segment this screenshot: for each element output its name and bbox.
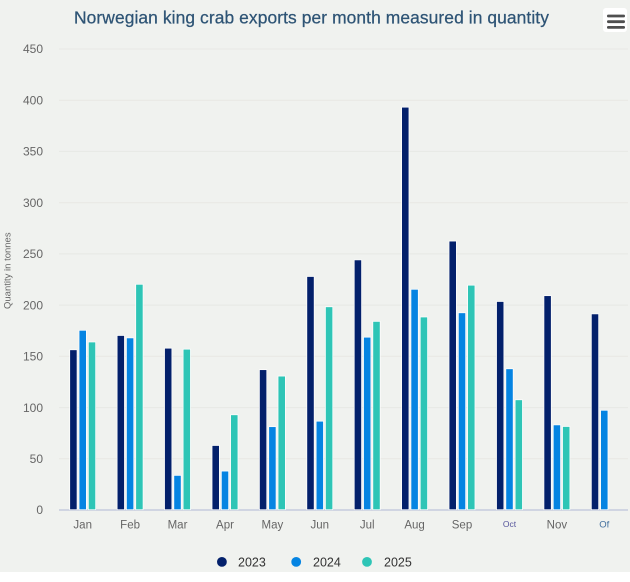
svg-text:2024: 2024 bbox=[313, 556, 341, 570]
svg-text:2023: 2023 bbox=[238, 556, 266, 570]
svg-text:50: 50 bbox=[30, 452, 44, 466]
svg-text:200: 200 bbox=[23, 298, 43, 312]
svg-text:150: 150 bbox=[23, 350, 43, 364]
svg-text:Oct: Oct bbox=[503, 519, 517, 529]
svg-text:400: 400 bbox=[23, 93, 43, 107]
svg-text:Of: Of bbox=[599, 520, 609, 531]
svg-text:Sep: Sep bbox=[452, 520, 472, 532]
svg-text:Norwegian king crab exports pe: Norwegian king crab exports per month me… bbox=[74, 7, 549, 27]
svg-text:Nov: Nov bbox=[547, 520, 568, 532]
svg-text:Jun: Jun bbox=[311, 520, 330, 532]
svg-text:450: 450 bbox=[23, 42, 43, 56]
svg-text:350: 350 bbox=[23, 145, 43, 159]
svg-text:May: May bbox=[262, 520, 284, 532]
svg-text:Feb: Feb bbox=[120, 520, 140, 532]
svg-text:Aug: Aug bbox=[404, 520, 424, 532]
svg-text:Jul: Jul bbox=[360, 520, 375, 532]
svg-text:100: 100 bbox=[23, 401, 43, 415]
svg-text:2025: 2025 bbox=[384, 556, 412, 570]
svg-text:Mar: Mar bbox=[168, 520, 188, 532]
svg-text:250: 250 bbox=[23, 247, 43, 261]
svg-text:Apr: Apr bbox=[216, 520, 234, 532]
svg-text:Jan: Jan bbox=[73, 520, 92, 532]
svg-text:0: 0 bbox=[36, 503, 43, 517]
svg-text:Quantity in tonnes: Quantity in tonnes bbox=[3, 232, 14, 309]
svg-text:300: 300 bbox=[23, 196, 43, 210]
